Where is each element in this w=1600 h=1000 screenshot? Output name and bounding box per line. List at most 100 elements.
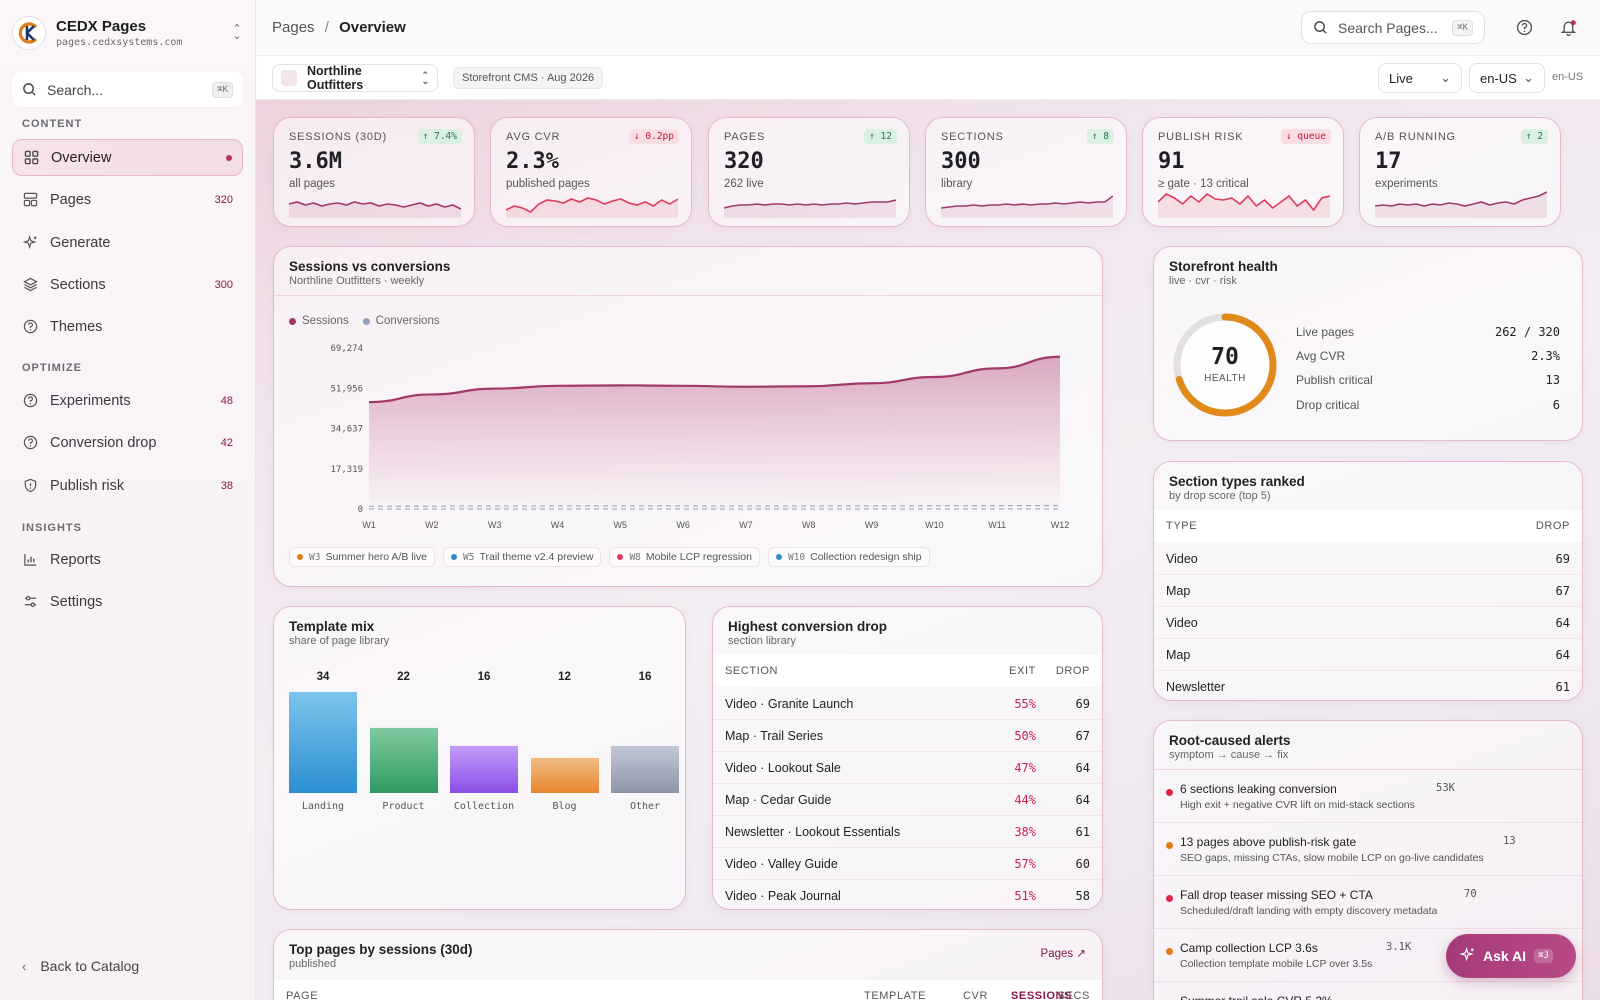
sidebar-item-publish-risk[interactable]: Publish risk 38 [12, 467, 243, 504]
kpi-card[interactable]: AVG CVR ↓ 0.2pp 2.3% published pages [490, 117, 692, 227]
search-icon [1314, 21, 1327, 34]
alert-item[interactable]: Camp collection LCP 3.6s Collection templ… [1154, 929, 1582, 982]
kpi-card[interactable]: SECTIONS ↑ 8 300 library [925, 117, 1127, 227]
table-row[interactable]: Video · Granite Launch 55% 69 [713, 688, 1102, 720]
section-type-name: Map [1166, 583, 1191, 598]
kpi-card[interactable]: PAGES ↑ 12 320 262 live [708, 117, 910, 227]
section-type-name: Video [1166, 551, 1198, 566]
sparkline-line [506, 197, 678, 213]
kpi-subtext: library [941, 178, 973, 190]
brand-name: CEDX Pages [56, 18, 147, 35]
column-header[interactable]: CVR [963, 990, 989, 1000]
y-tick-label: 51,956 [330, 384, 363, 394]
alert-subtitle: High exit + negative CVR lift on mid-sta… [1180, 799, 1415, 811]
workspace-switcher[interactable]: CEDX Pages pages.cedxsystems.com ⌃ ⌄ [12, 14, 244, 52]
sidebar-item-generate[interactable]: Generate [12, 224, 243, 261]
table-row[interactable]: Map · Trail Series 50% 67 [713, 720, 1102, 752]
x-tick-label: W6 [676, 520, 690, 530]
x-tick-label: W2 [425, 520, 439, 530]
template-bar[interactable] [611, 745, 679, 793]
storefront-selector[interactable]: Northline Outfitters ⌃ ⌄ [272, 64, 438, 92]
table-header: SECTION EXIT DROP [713, 655, 1102, 687]
column-header[interactable]: DROP [1535, 520, 1570, 532]
table-row[interactable]: Video 69 [1154, 543, 1582, 575]
alert-item[interactable]: Fall drop teaser missing SEO + CTA Schedu… [1154, 876, 1582, 929]
status-select-value: Live [1389, 70, 1413, 86]
table-row[interactable]: Video · Valley Guide 57% 60 [713, 848, 1102, 880]
column-header-sorted[interactable]: SESSIONS [1011, 990, 1073, 1000]
sidebar-item-settings[interactable]: Settings [12, 583, 243, 620]
kpi-card[interactable]: SESSIONS (30D) ↑ 7.4% 3.6M all pages [273, 117, 475, 227]
table-row[interactable]: Video · Lookout Sale 47% 64 [713, 752, 1102, 784]
legend-item-sessions[interactable]: Sessions [289, 315, 349, 327]
sidebar-item-label: Pages [50, 191, 92, 208]
table-row[interactable]: Newsletter · Lookout Essentials 38% 61 [713, 816, 1102, 848]
chevron-updown-icon: ⌃ ⌄ [421, 70, 429, 86]
kpi-card[interactable]: A/B RUNNING ↑ 2 17 experiments [1359, 117, 1561, 227]
alert-subtitle: Collection template mobile LCP over 3.5s [1180, 958, 1373, 970]
alert-item[interactable]: 13 pages above publish-risk gate SEO gaps… [1154, 823, 1582, 876]
back-to-catalog-link[interactable]: ‹ Back to Catalog [22, 958, 139, 974]
table-row[interactable]: Newsletter 61 [1154, 671, 1582, 700]
kpi-value: 320 [724, 149, 764, 174]
pages-link[interactable]: Pages ↗ [1040, 948, 1086, 960]
annotation-chip[interactable]: W10 Collection redesign ship [767, 547, 930, 567]
locale-select[interactable]: en-US ⌄ [1469, 63, 1545, 93]
alert-count: 70 [1464, 888, 1477, 900]
help-icon[interactable] [1514, 17, 1534, 37]
annotation-chip[interactable]: W3 Summer hero A/B live [289, 547, 435, 567]
annotation-chip[interactable]: W5 Trail theme v2.4 preview [443, 547, 602, 567]
kpi-card[interactable]: PUBLISH RISK ↓ queue 91 ≥ gate · 13 critica… [1142, 117, 1344, 227]
sidebar-item-experiments[interactable]: Experiments 48 [12, 382, 243, 419]
column-header[interactable]: EXIT [1009, 665, 1036, 677]
alert-item[interactable]: Summer trail sale CVR 5.2% [1154, 982, 1582, 1000]
x-tick-label: W11 [988, 520, 1006, 530]
column-header[interactable]: TYPE [1166, 520, 1198, 532]
table-row[interactable]: Map 67 [1154, 575, 1582, 607]
card-subtitle: by drop score (top 5) [1169, 490, 1271, 502]
sidebar-item-conversion-drop[interactable]: Conversion drop 42 [12, 424, 243, 461]
annotation-chip[interactable]: W8 Mobile LCP regression [609, 547, 760, 567]
x-tick-label: W4 [551, 520, 565, 530]
template-bar[interactable] [530, 757, 599, 793]
sparkline-fill [289, 202, 461, 218]
column-header[interactable]: SECS [1057, 990, 1090, 1000]
alert-item[interactable]: 6 sections leaking conversion High exit +… [1154, 770, 1582, 823]
sidebar-item-overview[interactable]: Overview [12, 139, 243, 176]
chart-annotations: W3 Summer hero A/B live W5 Trail theme v2.… [289, 547, 938, 567]
ask-ai-button[interactable]: Ask AI ⌘J [1446, 934, 1576, 978]
sidebar-item-sections[interactable]: Sections 300 [12, 266, 243, 303]
template-bar[interactable] [289, 691, 357, 793]
table-row[interactable]: Map · Cedar Guide 44% 64 [713, 784, 1102, 816]
card-subtitle: live · cvr · risk [1169, 275, 1237, 287]
alert-subtitle: SEO gaps, missing CTAs, slow mobile LCP … [1180, 852, 1484, 864]
back-label: Back to Catalog [40, 958, 140, 974]
table-row[interactable]: Map 64 [1154, 639, 1582, 671]
sidebar-item-themes[interactable]: Themes [12, 308, 243, 345]
template-bar[interactable] [450, 745, 518, 793]
column-header[interactable]: SECTION [725, 665, 779, 677]
exit-rate: 44% [1014, 792, 1036, 807]
exit-rate: 38% [1014, 824, 1036, 839]
template-bar[interactable] [369, 727, 438, 793]
sidebar-search-input[interactable]: Search... ⌘K [12, 72, 243, 107]
column-header[interactable]: TEMPLATE [864, 990, 927, 1000]
kpi-value: 300 [941, 149, 981, 174]
table-row[interactable]: Video · Peak Journal 51% 58 [713, 880, 1102, 909]
breadcrumb-parent[interactable]: Pages [272, 19, 315, 36]
section-name: Map · Cedar Guide [725, 792, 832, 807]
sessions-area-fill [369, 356, 1060, 509]
sidebar-item-pages[interactable]: Pages 320 [12, 181, 243, 218]
sidebar-item-label: Themes [50, 318, 103, 335]
table-row[interactable]: Video 64 [1154, 607, 1582, 639]
status-select[interactable]: Live ⌄ [1378, 63, 1462, 93]
sidebar-item-reports[interactable]: Reports [12, 541, 243, 578]
bell-icon[interactable] [1558, 17, 1578, 37]
sidebar-item-count: 42 [220, 436, 233, 449]
column-header[interactable]: DROP [1055, 665, 1090, 677]
kpi-delta-badge: ↑ 7.4% [417, 129, 462, 144]
legend-item-conversions[interactable]: Conversions [362, 315, 440, 327]
header-search-input[interactable]: Search Pages... ⌘K [1301, 11, 1485, 44]
column-header[interactable]: PAGE [286, 990, 319, 1000]
drop-score: 64 [1075, 760, 1090, 775]
